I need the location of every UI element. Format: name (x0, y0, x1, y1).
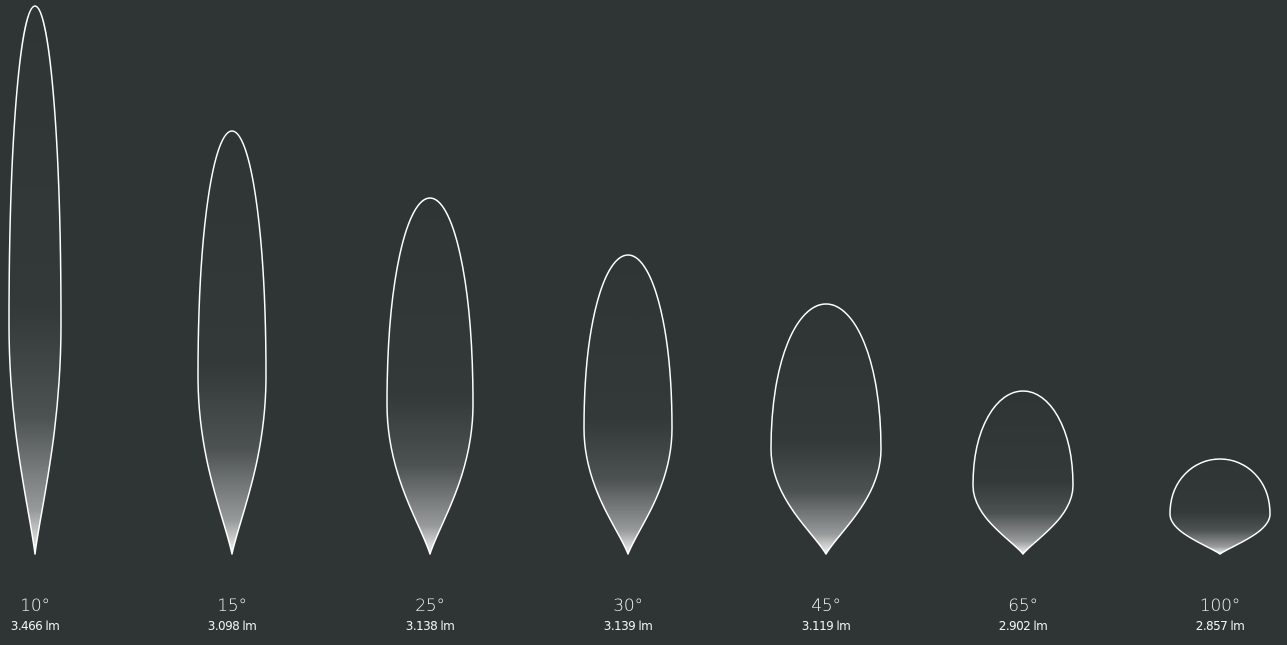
beam-lumen-label: 3.119 lm (801, 619, 851, 633)
beam-lumen-label: 2.857 lm (1195, 619, 1245, 633)
beam-shape-10deg (8, 5, 62, 555)
beam-lumen-label: 3.466 lm (10, 619, 60, 633)
beam-lumen-label: 3.138 lm (405, 619, 455, 633)
beam-angle-label: 15° (217, 596, 247, 616)
beam-angle-label: 100° (1199, 596, 1241, 616)
beam-shape-65deg (972, 390, 1074, 555)
beam-label-10: 10° 3.466 lm (0, 596, 95, 633)
beam-label-25: 25° 3.138 lm (370, 596, 490, 633)
beam-lumen-label: 2.902 lm (998, 619, 1048, 633)
beam-label-15: 15° 3.098 lm (172, 596, 292, 633)
beam-angle-label: 65° (1008, 596, 1038, 616)
beam-shape-45deg (770, 303, 882, 555)
beam-shape-15deg (197, 130, 267, 555)
beam-angle-label: 30° (613, 596, 643, 616)
beam-label-45: 45° 3.119 lm (766, 596, 886, 633)
beam-label-30: 30° 3.139 lm (568, 596, 688, 633)
beam-angle-label: 45° (811, 596, 841, 616)
beam-angle-label: 10° (20, 596, 50, 616)
beam-label-65: 65° 2.902 lm (963, 596, 1083, 633)
beam-angle-label: 25° (415, 596, 445, 616)
beam-shape-25deg (386, 197, 474, 555)
beam-shape-30deg (583, 254, 673, 555)
beam-label-100: 100° 2.857 lm (1160, 596, 1280, 633)
beam-lumen-label: 3.098 lm (207, 619, 257, 633)
beam-lumen-label: 3.139 lm (603, 619, 653, 633)
beam-shape-100deg (1169, 458, 1271, 555)
